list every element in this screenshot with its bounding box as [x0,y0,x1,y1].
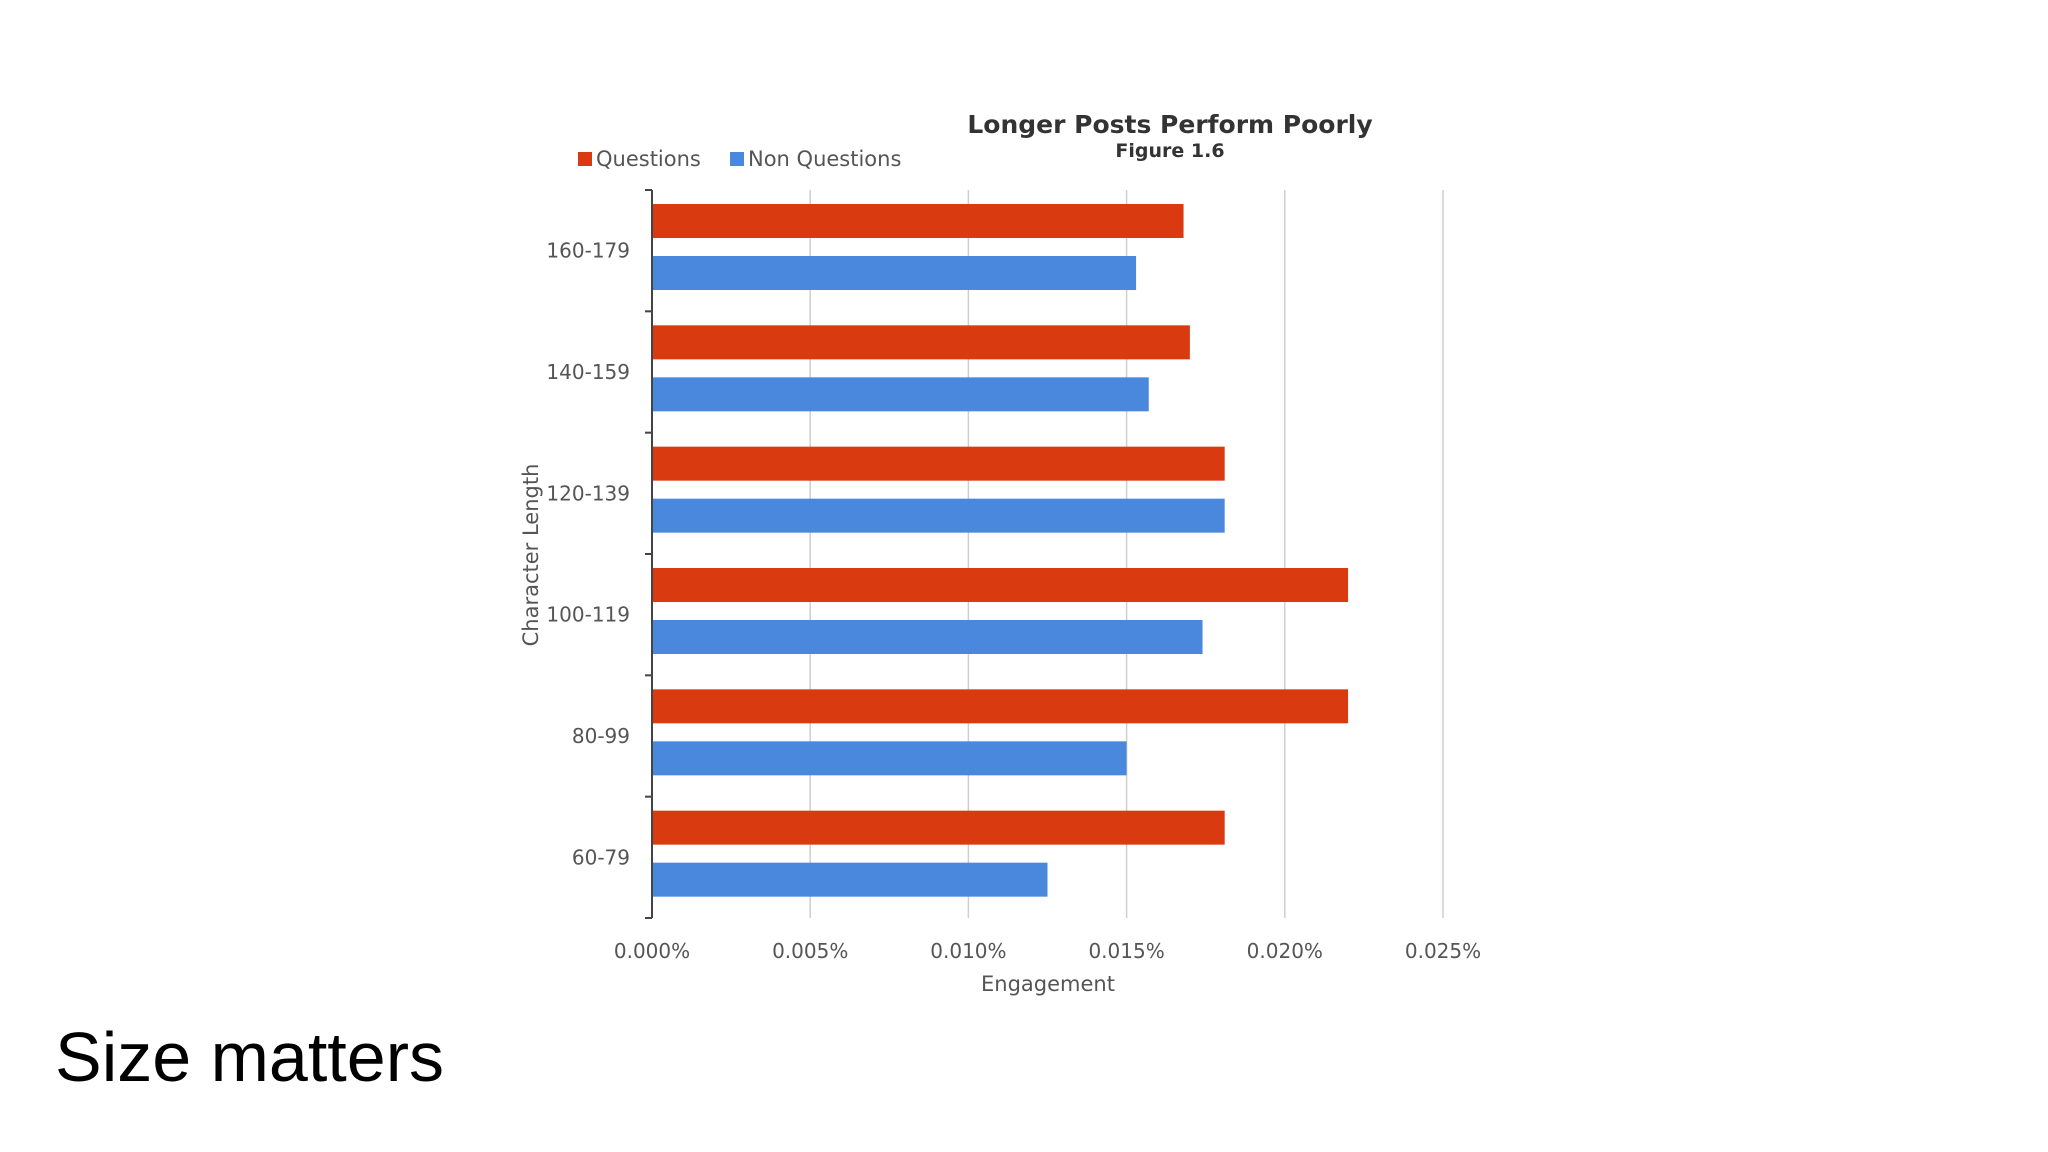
x-tick-label: 0.015% [1088,939,1164,963]
bar-questions-120-139 [652,446,1225,481]
bar-non-questions-80-99 [652,741,1127,776]
bar-non-questions-140-159 [652,377,1149,412]
bars [652,204,1349,897]
category-label: 60-79 [572,845,630,869]
x-axis-label: Engagement [981,972,1115,996]
category-label: 140-159 [546,360,630,384]
legend-swatch-non-questions [730,152,744,166]
slide-caption: Size matters [55,1018,444,1096]
bar-questions-140-159 [652,325,1190,360]
category-label: 120-139 [546,481,630,505]
x-tick-labels: 0.000% 0.005% 0.010% 0.015% 0.020% 0.025% [614,939,1481,963]
bar-non-questions-160-179 [652,256,1137,290]
category-label: 80-99 [572,724,630,748]
y-axis-label: Character Length [519,464,543,647]
category-label: 100-119 [546,603,630,627]
bar-questions-80-99 [652,689,1349,724]
x-tick-label: 0.025% [1405,939,1481,963]
x-tick-label: 0.010% [930,939,1006,963]
bar-non-questions-100-119 [652,620,1203,654]
category-label: 160-179 [546,239,630,263]
bar-non-questions-120-139 [652,498,1225,533]
x-tick-label: 0.020% [1247,939,1323,963]
legend-label-non-questions: Non Questions [748,147,901,171]
bar-non-questions-60-79 [652,862,1048,897]
chart-subtitle: Figure 1.6 [1115,140,1224,162]
bar-questions-60-79 [652,810,1225,845]
legend-swatch-questions [578,152,592,166]
x-tick-label: 0.005% [772,939,848,963]
legend: Questions Non Questions [578,147,901,171]
legend-label-questions: Questions [596,147,701,171]
axes [645,189,653,919]
x-tick-label: 0.000% [614,939,690,963]
chart-title: Longer Posts Perform Poorly [967,110,1372,139]
gridlines [809,190,1444,918]
category-labels: 160-179 140-159 120-139 100-119 80-99 60-79 [546,239,630,870]
bar-questions-100-119 [652,568,1349,602]
bar-questions-160-179 [652,204,1184,238]
